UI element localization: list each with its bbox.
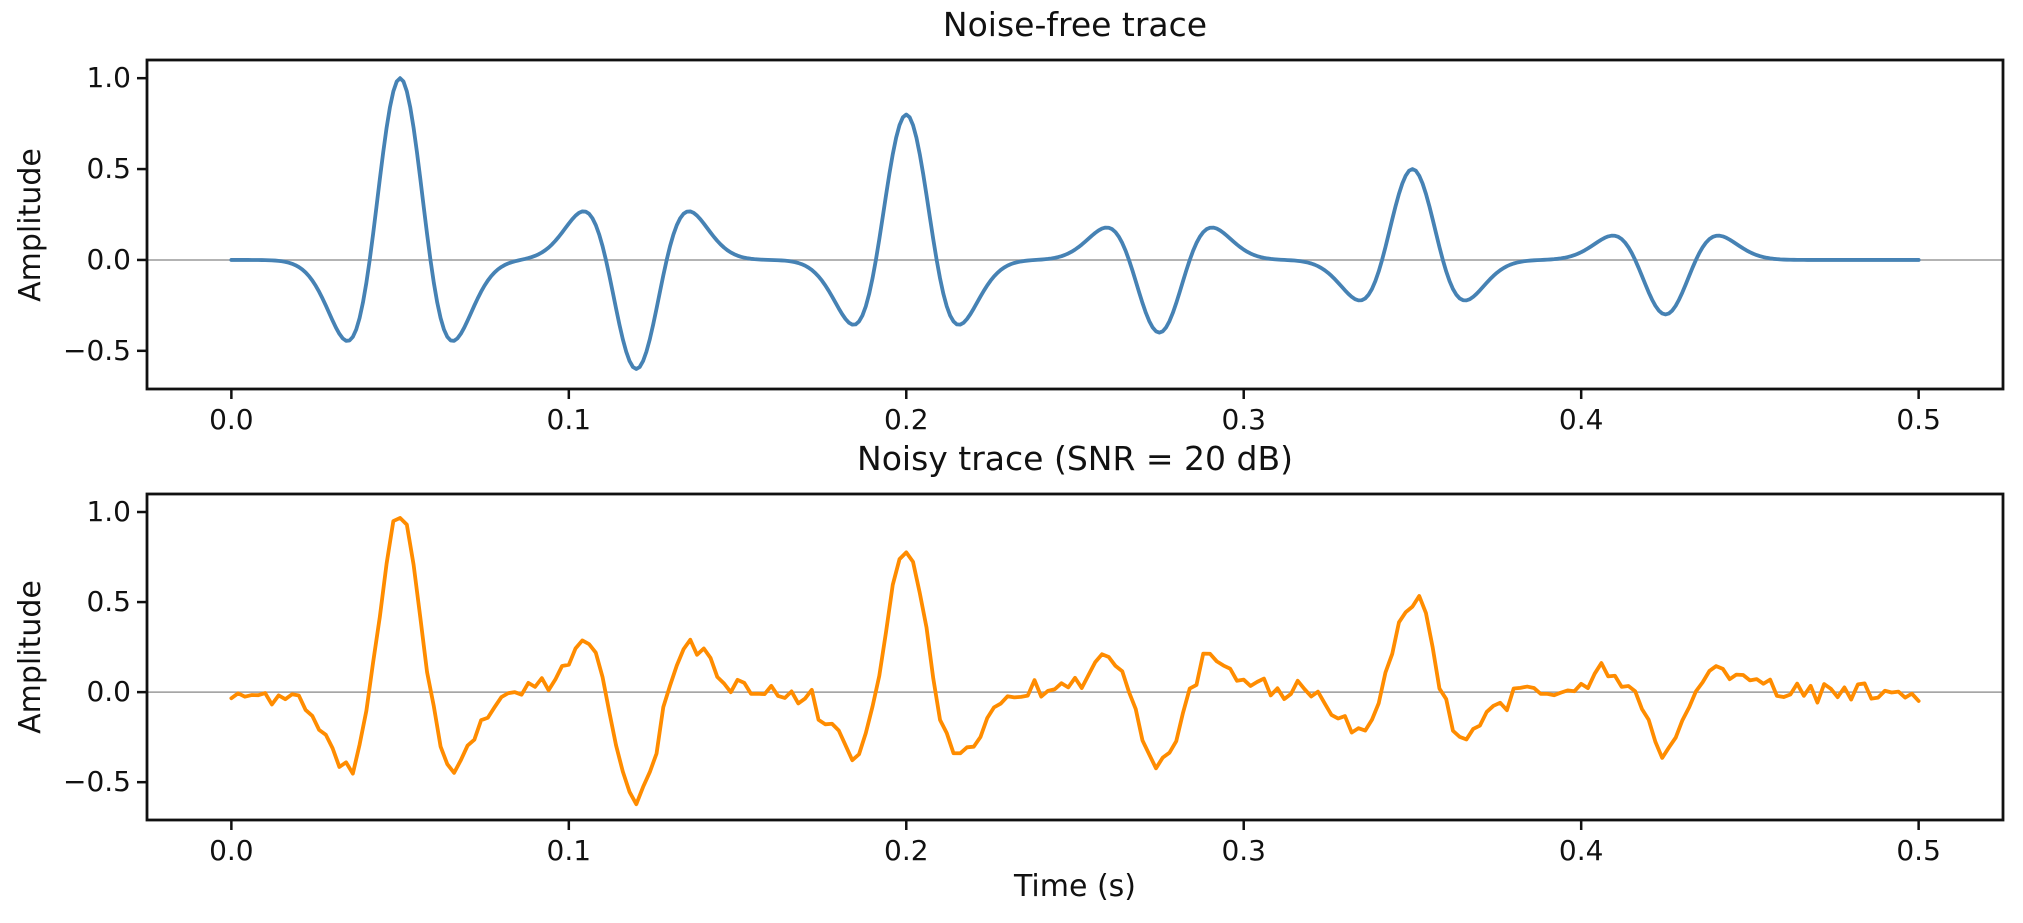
y-tick-label: 0.5	[86, 585, 131, 619]
x-tick-label: 0.4	[1558, 834, 1604, 867]
x-tick-label: 0.3	[1221, 834, 1266, 867]
x-tick-label: 0.5	[1896, 403, 1941, 436]
y-tick-label: 1.0	[86, 495, 131, 528]
x-tick-label: 0.5	[1896, 834, 1941, 867]
y-tick-label: −0.5	[63, 333, 131, 367]
subplot-noisy-plot-area	[137, 492, 2005, 830]
y-tick-label: 1.0	[86, 61, 131, 95]
x-tick-label: 0.1	[546, 403, 592, 436]
y-tick-label: 0.0	[86, 242, 131, 276]
subplot-noise-free-title: Noise-free trace	[942, 5, 1208, 44]
x-tick-label: 0.1	[546, 834, 592, 867]
subplot-noise-free-plot-area	[137, 58, 2005, 399]
subplot-noisy-title: Noisy trace (SNR = 20 dB)	[857, 439, 1293, 478]
x-tick-label: 0.3	[1221, 403, 1266, 436]
x-tick-label: 0.0	[209, 403, 254, 436]
subplot-noise-free-y-axis-label: Amplitude	[13, 148, 48, 302]
x-tick-label: 0.2	[884, 834, 929, 867]
x-tick-label: 0.0	[209, 834, 254, 867]
subplot-noisy-y-axis-label: Amplitude	[13, 580, 48, 734]
x-axis-label: Time (s)	[1014, 869, 1136, 904]
y-tick-label: −0.5	[63, 765, 131, 799]
y-tick-label: 0.0	[86, 675, 131, 709]
x-tick-label: 0.4	[1558, 403, 1604, 436]
y-tick-label: 0.5	[86, 152, 131, 186]
x-tick-label: 0.2	[884, 403, 929, 436]
